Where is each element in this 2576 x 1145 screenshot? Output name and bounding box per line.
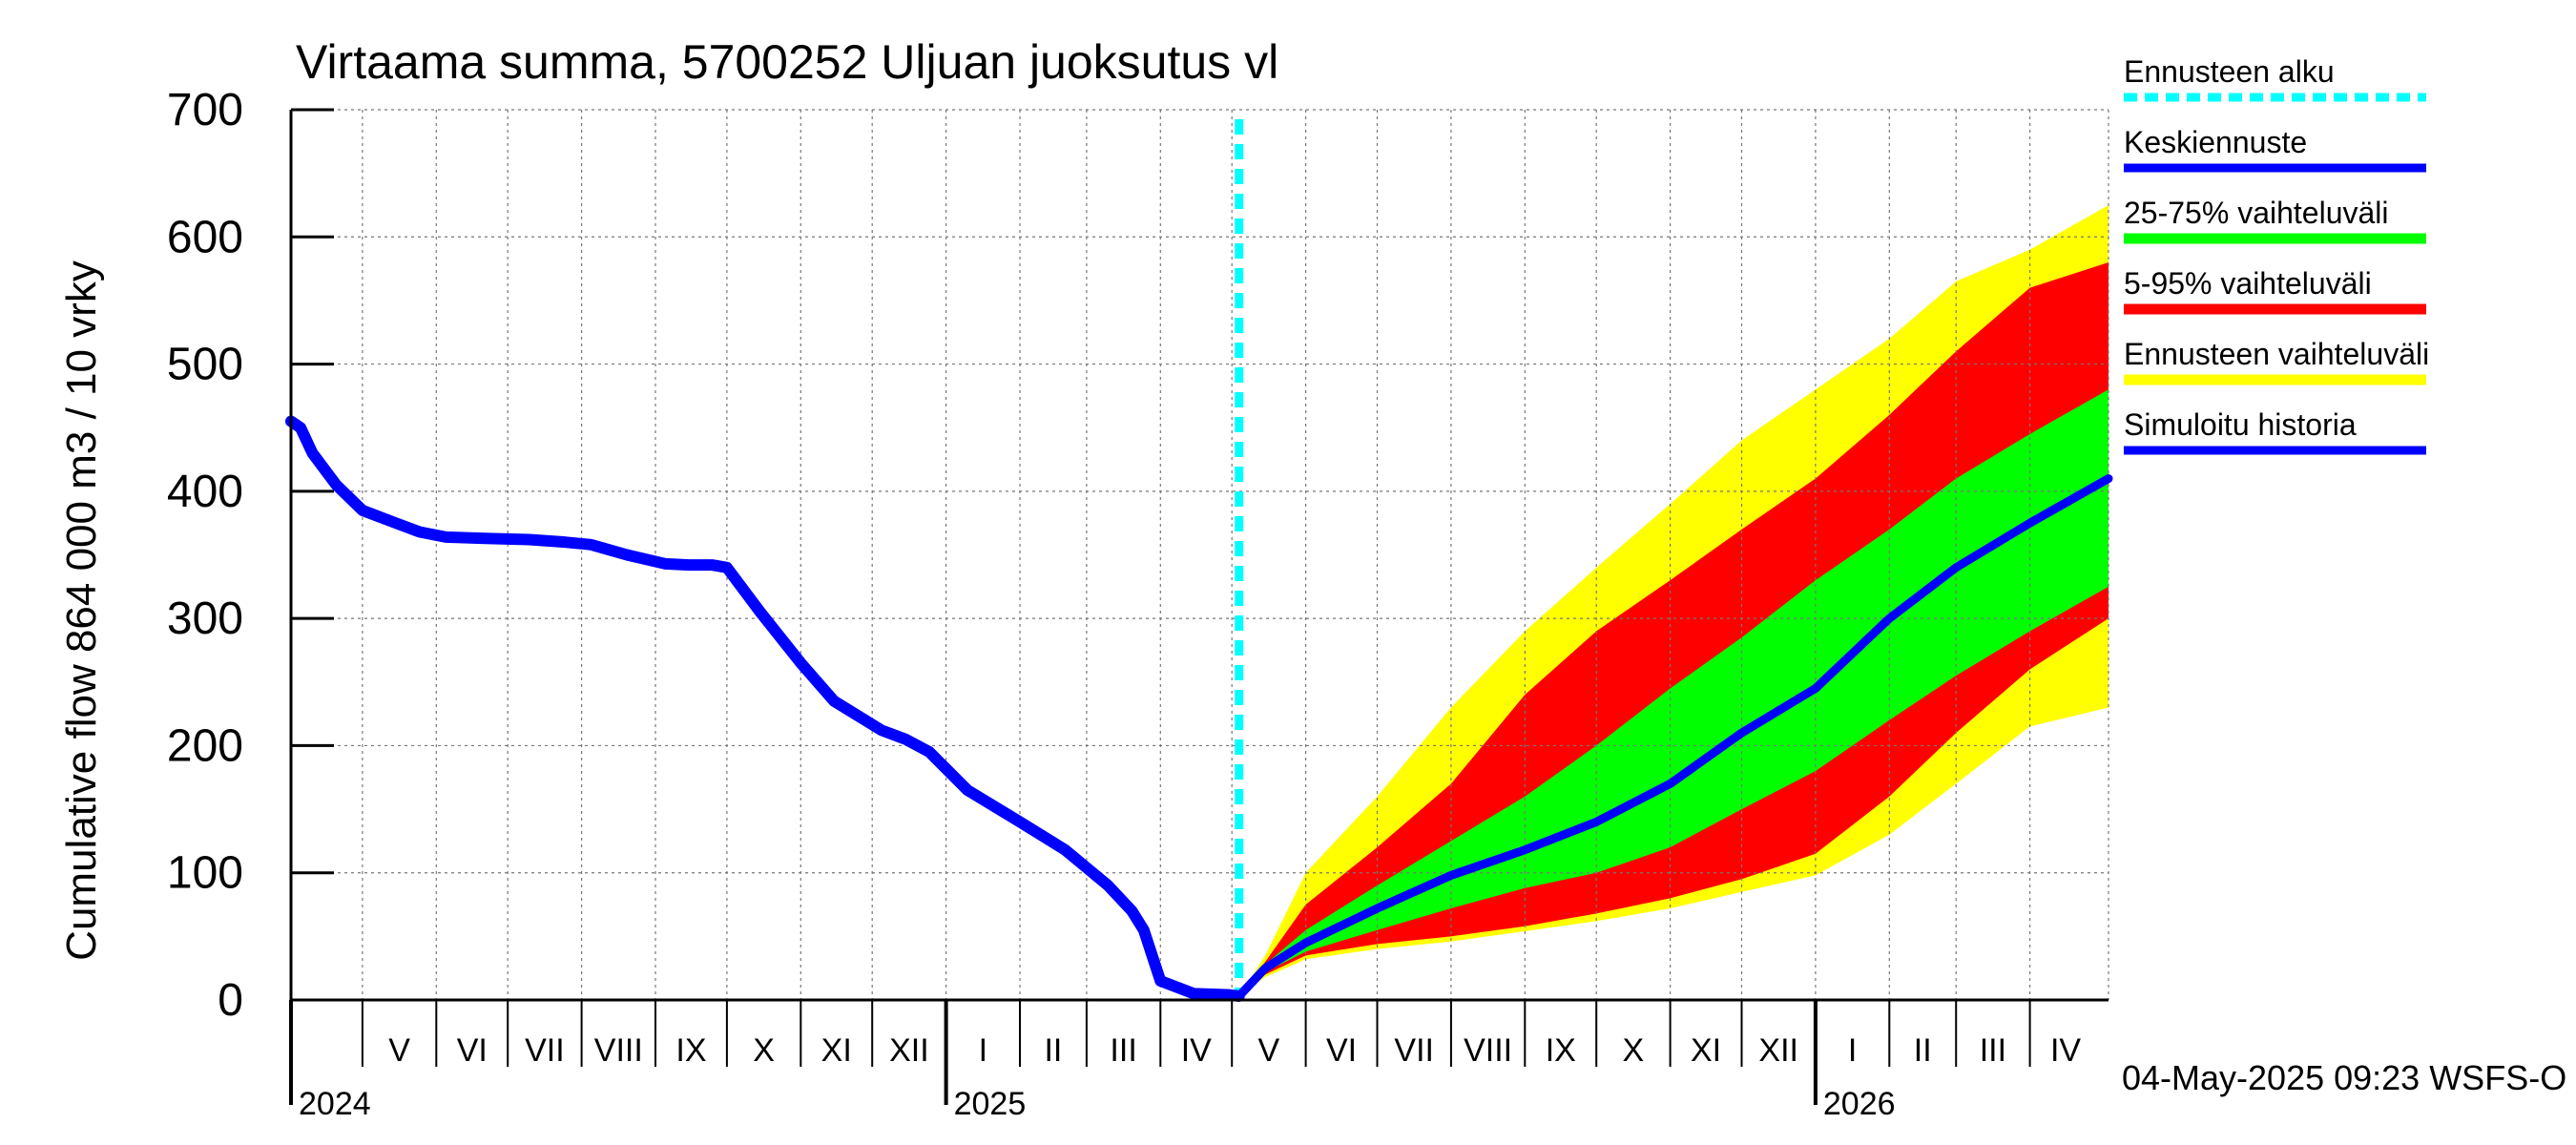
y-tick-label: 400 [167,467,243,517]
axes [289,110,2109,1067]
x-month-label: VIII [1464,1032,1512,1069]
x-month-label: IX [675,1032,706,1069]
y-axis-label: Cumulative flow 864 000 m3 / 10 vrky [58,260,105,961]
x-month-label: III [1110,1032,1136,1069]
x-month-label: IV [1181,1032,1212,1069]
x-month-label: XI [1691,1032,1721,1069]
x-month-label: VII [525,1032,565,1069]
footer-timestamp: 04-May-2025 09:23 WSFS-O [2122,1058,2566,1097]
x-month-label: II [1914,1032,1932,1069]
series-lines [285,119,2113,1003]
x-month-label: I [1848,1032,1857,1069]
x-month-label: III [1980,1032,2006,1069]
y-tick-label: 300 [167,593,243,644]
chart-title: Virtaama summa, 5700252 Uljuan juoksutus… [296,35,1278,89]
x-month-label: IV [2050,1032,2081,1069]
y-tick-label: 600 [167,212,243,262]
band-25-75 [1238,389,2109,997]
x-month-label: VIII [594,1032,643,1069]
x-year-label: 2024 [299,1086,371,1122]
x-month-label: II [1044,1032,1062,1069]
legend-label-history: Simuloitu historia [2124,407,2357,442]
series-simulated-history [285,415,1245,1003]
x-month-label: V [388,1032,410,1069]
x-month-label: XI [821,1032,852,1069]
grid-lines [291,109,2109,1000]
series-mean-forecast [1235,474,2113,1001]
x-month-label: X [753,1032,775,1069]
x-year-label: 2025 [954,1086,1027,1122]
x-month-label: VI [1326,1032,1357,1069]
legend-label-p5_95: 5-95% vaihteluväli [2124,266,2372,301]
y-tick-label: 0 [218,975,243,1026]
y-tick-label: 500 [167,340,243,390]
x-month-label: V [1258,1032,1280,1069]
y-tick-label: 200 [167,720,243,771]
legend-label-p25_75: 25-75% vaihteluväli [2124,196,2389,230]
y-tick-label: 700 [167,85,243,135]
y-tick-label: 100 [167,848,243,899]
y-axis-ticks: 0 100 200 300 400 500 600 700 [167,85,334,1026]
forecast-bands [1238,204,2109,997]
x-month-label: VI [457,1032,488,1069]
x-month-label: X [1623,1032,1645,1069]
x-month-label: XII [1758,1032,1798,1069]
x-month-label: I [979,1032,987,1069]
x-month-label: XII [889,1032,929,1069]
legend-label-mean: Keskiennuste [2124,125,2307,159]
x-month-label: VII [1394,1032,1434,1069]
legend-label-range: Ennusteen vaihteluväli [2124,337,2429,371]
band-5-95 [1238,261,2109,997]
x-month-label: IX [1546,1032,1576,1069]
x-year-label: 2026 [1823,1086,1896,1122]
legend: Ennusteen alku Keskiennuste 25-75% vaihtel… [2124,54,2429,455]
legend-label-start: Ennusteen alku [2124,54,2335,89]
x-axis-ticks: V VI VII VIII IX X XI XII I II III IV V VI VII VIII IX X X… [289,1000,2081,1122]
